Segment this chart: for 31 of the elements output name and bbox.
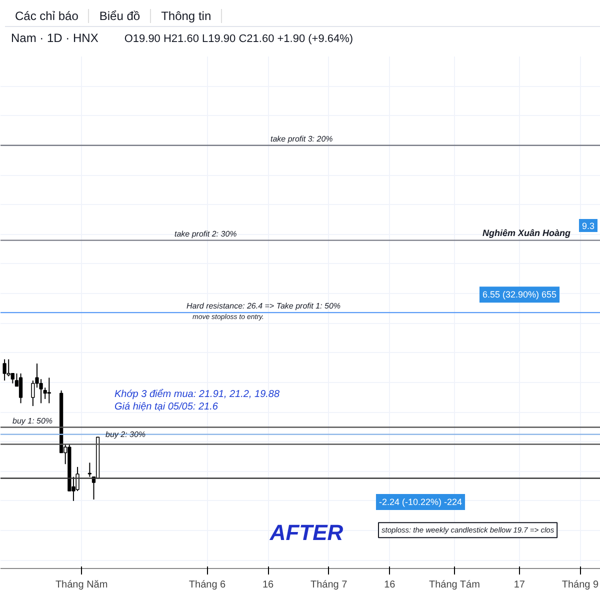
x-tick-label: Tháng 6 xyxy=(188,580,226,590)
x-tick-label: 16 xyxy=(262,580,274,590)
text: Thông tin xyxy=(151,9,222,23)
x-tick-label: Tháng Năm xyxy=(55,580,108,590)
x-tick-label: 17 xyxy=(514,580,526,590)
ref-line-label: take profit 2: 30% xyxy=(174,229,237,238)
candlestick xyxy=(18,372,23,404)
ref-line-label: Hard resistance: 26.4 => Take profit 1: 50% xyxy=(186,302,341,311)
ref-line-label: buy 1: 50% xyxy=(12,416,53,426)
chart-title: Nam · 1D · HNX xyxy=(10,31,100,45)
x-tick-label: Tháng 9 xyxy=(562,580,600,590)
candlestick xyxy=(6,358,10,377)
candlestick xyxy=(10,372,14,384)
text: 6.55 (32.90%) 655 xyxy=(482,290,557,300)
annotation: Khớp 3 điểm mua: 21.91, 21.2, 19.88 xyxy=(114,388,280,400)
annotation: Giá hiện tại 05/05: 21.6 xyxy=(114,402,218,413)
text: Nghiêm Xuân Hoàng xyxy=(482,228,571,238)
text: 9.3 xyxy=(582,220,595,231)
chart-subtitle: O19.90 H21.60 L19.90 C21.60 +1.90 (+9.64%) xyxy=(123,33,354,45)
x-tick-label: 16 xyxy=(384,580,396,590)
candlestick xyxy=(88,462,92,478)
x-tick-label: Tháng 7 xyxy=(310,580,348,590)
ref-line-label: take profit 3: 20% xyxy=(270,134,333,144)
annotation: buy 2: 30% xyxy=(106,430,146,439)
candlestick xyxy=(2,358,6,382)
candlestick xyxy=(47,377,51,404)
annotation: -2.24 (-10.22%) -224 xyxy=(378,496,462,507)
text: Các chỉ báo xyxy=(5,9,90,23)
text: AFTER xyxy=(268,520,344,546)
x-tick-label: Tháng Tám xyxy=(428,580,480,590)
text: Biểu đồ xyxy=(89,9,152,23)
